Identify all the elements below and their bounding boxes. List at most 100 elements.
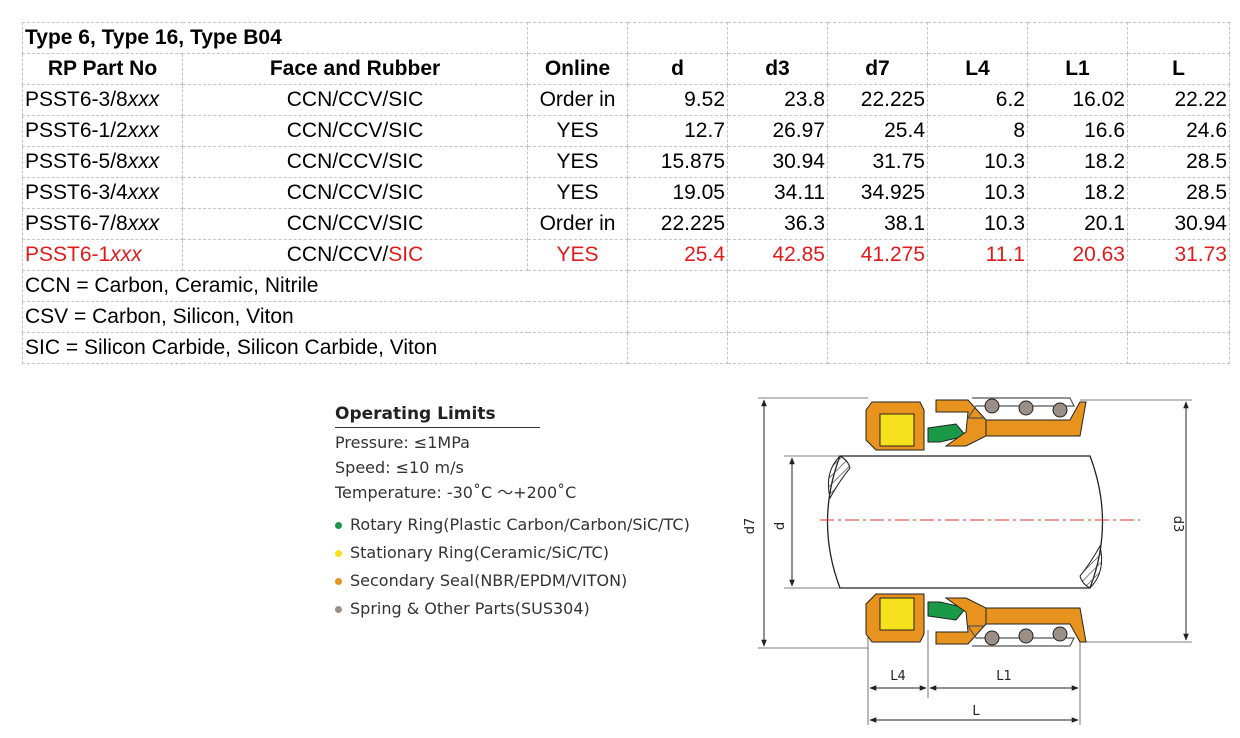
value-l1: 16.6 bbox=[1027, 115, 1128, 147]
value-l: 22.22 bbox=[1127, 84, 1230, 116]
legend-secondary-seal: Secondary Seal(NBR/EPDM/VITON) bbox=[335, 567, 715, 595]
header-l1: L1 bbox=[1027, 53, 1128, 85]
value-l: 30.94 bbox=[1127, 208, 1230, 240]
header-l: L bbox=[1127, 53, 1230, 85]
legend-rotary-ring: Rotary Ring(Plastic Carbon/Carbon/SiC/TC… bbox=[335, 511, 715, 539]
value-l1: 18.2 bbox=[1027, 177, 1128, 209]
value-l4: 11.1 bbox=[927, 239, 1028, 271]
operating-limits: Operating Limits Pressure: ≤1MPa Speed: … bbox=[335, 404, 715, 623]
value-l1: 20.63 bbox=[1027, 239, 1128, 271]
header-d7: d7 bbox=[827, 53, 928, 85]
value-l1: 20.1 bbox=[1027, 208, 1128, 240]
label-d3: d3 bbox=[1170, 516, 1185, 533]
note-row: CCN = Carbon, Ceramic, Nitrile bbox=[22, 270, 1230, 302]
value-l1: 16.02 bbox=[1027, 84, 1128, 116]
header-face-rubber: Face and Rubber bbox=[182, 53, 528, 85]
label-l4: L4 bbox=[890, 669, 906, 684]
value-l: 28.5 bbox=[1127, 146, 1230, 178]
legend-stationary-ring: Stationary Ring(Ceramic/SiC/TC) bbox=[335, 539, 715, 567]
face-rubber: CCN/CCV/SIC bbox=[182, 177, 528, 209]
table-row: PSST6-1/2xxx CCN/CCV/SIC YES 12.7 26.97 … bbox=[22, 115, 1230, 147]
online-status: YES bbox=[527, 146, 628, 178]
table-row: PSST6-7/8xxx CCN/CCV/SIC Order in 22.225… bbox=[22, 208, 1230, 240]
note-csv: CSV = Carbon, Silicon, Viton bbox=[22, 301, 628, 333]
pressure-limit: Pressure: ≤1MPa bbox=[335, 433, 470, 452]
table-title-row: Type 6, Type 16, Type B04 bbox=[22, 22, 1230, 54]
part-no: PSST6-3/4xxx bbox=[22, 177, 183, 209]
face-rubber: CCN/CCV/SIC bbox=[182, 84, 528, 116]
online-status: Order in bbox=[527, 208, 628, 240]
label-d7: d7 bbox=[743, 518, 758, 535]
part-no: PSST6-5/8xxx bbox=[22, 146, 183, 178]
header-d: d bbox=[627, 53, 728, 85]
value-l: 31.73 bbox=[1127, 239, 1230, 271]
value-d7: 38.1 bbox=[827, 208, 928, 240]
value-l1: 18.2 bbox=[1027, 146, 1128, 178]
note-row: CSV = Carbon, Silicon, Viton bbox=[22, 301, 1230, 333]
table-title: Type 6, Type 16, Type B04 bbox=[22, 22, 528, 54]
value-d3: 30.94 bbox=[727, 146, 828, 178]
value-d: 9.52 bbox=[627, 84, 728, 116]
value-l4: 8 bbox=[927, 115, 1028, 147]
dimension-arrows bbox=[761, 399, 1189, 723]
note-ccn: CCN = Carbon, Ceramic, Nitrile bbox=[22, 270, 628, 302]
table-row: PSST6-5/8xxx CCN/CCV/SIC YES 15.875 30.9… bbox=[22, 146, 1230, 178]
value-d3: 23.8 bbox=[727, 84, 828, 116]
shaft bbox=[820, 455, 1140, 589]
extension-lines bbox=[758, 397, 1192, 725]
online-status: YES bbox=[527, 115, 628, 147]
orange-dot-icon bbox=[335, 577, 342, 585]
table-header-row: RP Part No Face and Rubber Online d d3 d… bbox=[22, 53, 1230, 85]
part-no: PSST6-1xxx bbox=[22, 239, 183, 271]
part-no: PSST6-1/2xxx bbox=[22, 115, 183, 147]
operating-limits-heading: Operating Limits bbox=[335, 404, 540, 428]
label-l: L bbox=[972, 704, 980, 719]
seal-cross-section-drawing: d7 d d3 L4 L1 L bbox=[743, 397, 1192, 725]
header-d3: d3 bbox=[727, 53, 828, 85]
header-part-no: RP Part No bbox=[22, 53, 183, 85]
face-rubber: CCN/CCV/SIC bbox=[182, 208, 528, 240]
note-row: SIC = Silicon Carbide, Silicon Carbide, … bbox=[22, 332, 1230, 364]
green-dot-icon bbox=[335, 521, 342, 529]
value-d7: 31.75 bbox=[827, 146, 928, 178]
value-d7: 22.225 bbox=[827, 84, 928, 116]
speed-limit: Speed: ≤10 m/s bbox=[335, 458, 464, 477]
value-d: 25.4 bbox=[627, 239, 728, 271]
value-d7: 34.925 bbox=[827, 177, 928, 209]
table-row: PSST6-3/4xxx CCN/CCV/SIC YES 19.05 34.11… bbox=[22, 177, 1230, 209]
face-rubber: CCN/CCV/SIC bbox=[182, 239, 528, 271]
value-d7: 25.4 bbox=[827, 115, 928, 147]
spec-table: Type 6, Type 16, Type B04 RP Part No Fac… bbox=[22, 22, 1230, 364]
value-d: 19.05 bbox=[627, 177, 728, 209]
face-rubber: CCN/CCV/SIC bbox=[182, 146, 528, 178]
online-status: YES bbox=[527, 239, 628, 271]
label-d: d bbox=[773, 522, 788, 530]
header-online: Online bbox=[527, 53, 628, 85]
part-no: PSST6-7/8xxx bbox=[22, 208, 183, 240]
value-d3: 34.11 bbox=[727, 177, 828, 209]
table-row-highlighted: PSST6-1xxx CCN/CCV/SIC YES 25.4 42.85 41… bbox=[22, 239, 1230, 271]
face-rubber: CCN/CCV/SIC bbox=[182, 115, 528, 147]
table-row: PSST6-3/8xxx CCN/CCV/SIC Order in 9.52 2… bbox=[22, 84, 1230, 116]
value-d: 15.875 bbox=[627, 146, 728, 178]
note-sic: SIC = Silicon Carbide, Silicon Carbide, … bbox=[22, 332, 628, 364]
legend-spring: Spring & Other Parts(SUS304) bbox=[335, 595, 715, 623]
value-l4: 10.3 bbox=[927, 177, 1028, 209]
header-l4: L4 bbox=[927, 53, 1028, 85]
value-d3: 26.97 bbox=[727, 115, 828, 147]
value-l: 24.6 bbox=[1127, 115, 1230, 147]
seal-lower-half bbox=[865, 593, 1087, 647]
temperature-limit: Temperature: -30˚C ～+200˚C bbox=[335, 483, 577, 502]
part-no: PSST6-3/8xxx bbox=[22, 84, 183, 116]
seal-upper-half bbox=[865, 397, 1087, 451]
value-l4: 10.3 bbox=[927, 208, 1028, 240]
value-d3: 36.3 bbox=[727, 208, 828, 240]
value-l: 28.5 bbox=[1127, 177, 1230, 209]
value-d7: 41.275 bbox=[827, 239, 928, 271]
value-d: 12.7 bbox=[627, 115, 728, 147]
value-d3: 42.85 bbox=[727, 239, 828, 271]
label-l1: L1 bbox=[996, 669, 1012, 684]
value-l4: 10.3 bbox=[927, 146, 1028, 178]
value-d: 22.225 bbox=[627, 208, 728, 240]
online-status: Order in bbox=[527, 84, 628, 116]
